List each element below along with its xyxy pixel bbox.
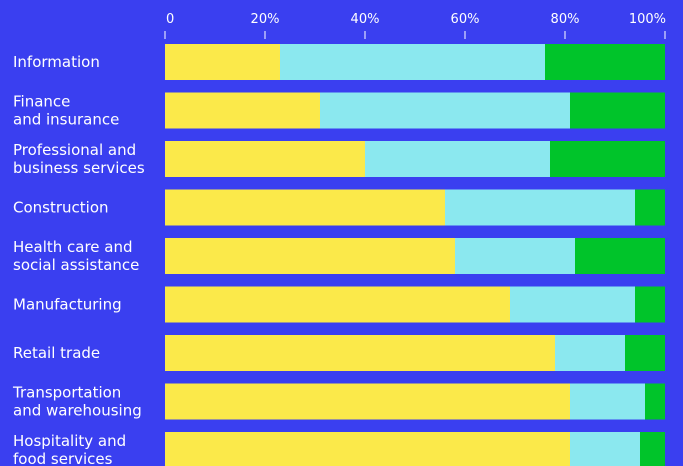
x-tick-label: 40%	[351, 12, 380, 27]
bar-segment-2	[570, 432, 640, 466]
bar-segment-3	[545, 44, 665, 80]
bar-segment-3	[640, 432, 665, 466]
bar-segment-1	[165, 141, 365, 177]
bar-segment-3	[645, 383, 665, 420]
category-label: Health care and	[13, 238, 133, 256]
category-label: Professional and	[13, 141, 136, 159]
bar-segment-1	[165, 238, 455, 274]
category-label: and insurance	[13, 111, 119, 129]
category-label: Hospitality and	[13, 432, 126, 450]
category-label: Finance	[13, 93, 70, 111]
x-tick-label: 0	[166, 12, 174, 27]
x-axis: 0 20% 40% 60% 80% 100%	[164, 12, 666, 39]
bar-segment-2	[570, 383, 645, 420]
x-tick-label: 100%	[629, 12, 666, 27]
category-label: Information	[13, 53, 100, 71]
category-label: and warehousing	[13, 402, 142, 420]
bar-segment-1	[165, 383, 570, 420]
bar-segment-2	[320, 92, 570, 129]
bar-segment-1	[165, 189, 445, 226]
bar-segment-3	[575, 238, 665, 274]
bar-segment-3	[570, 92, 665, 129]
category-label: Transportation	[12, 384, 121, 402]
bar-segment-2	[280, 44, 545, 80]
category-label: Retail trade	[13, 344, 100, 362]
bar-segment-2	[455, 238, 575, 274]
bar-segment-3	[625, 335, 665, 371]
bar-segment-3	[550, 141, 665, 177]
bars	[165, 44, 665, 466]
bar-segment-1	[165, 432, 570, 466]
bar-segment-2	[555, 335, 625, 371]
x-tick-label: 80%	[551, 12, 580, 27]
bar-segment-1	[165, 44, 280, 80]
category-label: Manufacturing	[13, 296, 122, 314]
bar-segment-1	[165, 286, 510, 323]
x-tick-label: 60%	[451, 12, 480, 27]
x-tick-label: 20%	[251, 12, 280, 27]
bar-segment-2	[365, 141, 550, 177]
category-label: business services	[13, 159, 145, 177]
category-label: social assistance	[13, 256, 139, 274]
bar-segment-1	[165, 92, 320, 129]
category-label: food services	[13, 450, 113, 466]
bar-segment-1	[165, 335, 555, 371]
bar-segment-2	[445, 189, 635, 226]
bar-segment-3	[635, 286, 665, 323]
bar-segment-2	[510, 286, 635, 323]
bar-segment-3	[635, 189, 665, 226]
category-label: Construction	[13, 199, 109, 217]
